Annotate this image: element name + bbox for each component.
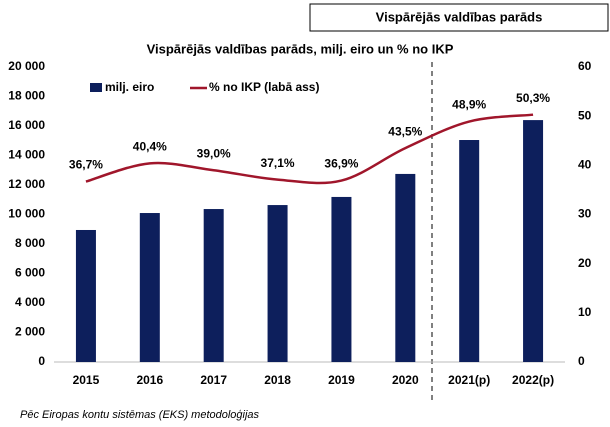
bar bbox=[139, 213, 160, 362]
legend-label: milj. eiro bbox=[105, 80, 154, 94]
value-label: 40,4% bbox=[133, 140, 167, 154]
bar bbox=[203, 209, 224, 362]
x-tick-label: 2016 bbox=[136, 373, 163, 387]
value-label: 43,5% bbox=[388, 124, 422, 138]
legend-swatch bbox=[90, 83, 102, 92]
footnote: Pēc Eiropas kontu sistēmas (EKS) metodol… bbox=[20, 408, 260, 421]
bar bbox=[267, 205, 288, 362]
x-tick-label: 2015 bbox=[73, 373, 100, 387]
chart-title: Vispārējās valdības parāds, milj. eiro u… bbox=[147, 41, 454, 56]
bar bbox=[459, 140, 480, 362]
y-tick-label: 10 000 bbox=[8, 207, 45, 221]
value-label: 37,1% bbox=[261, 156, 295, 170]
y2-tick-label: 30 bbox=[578, 207, 592, 221]
value-label: 48,9% bbox=[452, 98, 486, 112]
y-tick-label: 2 000 bbox=[15, 325, 45, 339]
value-label: 36,7% bbox=[69, 158, 103, 172]
bar bbox=[75, 229, 96, 362]
y-tick-label: 4 000 bbox=[15, 295, 45, 309]
y2-tick-label: 10 bbox=[578, 305, 592, 319]
y2-tick-label: 0 bbox=[578, 354, 585, 368]
x-tick-label: 2017 bbox=[200, 373, 227, 387]
bar bbox=[395, 173, 416, 362]
value-label: 39,0% bbox=[197, 146, 231, 160]
y2-tick-label: 20 bbox=[578, 256, 592, 270]
x-tick-label: 2019 bbox=[328, 373, 355, 387]
x-tick-label: 2022(p) bbox=[512, 373, 554, 387]
header-box bbox=[309, 3, 609, 32]
value-label: 36,9% bbox=[324, 157, 358, 171]
line bbox=[85, 113, 534, 185]
y-tick-label: 14 000 bbox=[8, 148, 45, 162]
y-tick-label: 20 000 bbox=[8, 59, 45, 73]
header: Vispārējās valdības parāds bbox=[376, 9, 543, 24]
y-tick-label: 8 000 bbox=[15, 236, 45, 250]
bar bbox=[523, 120, 544, 362]
y2-tick-label: 60 bbox=[578, 59, 592, 73]
y2-tick-label: 40 bbox=[578, 158, 592, 172]
y-tick-label: 6 000 bbox=[15, 266, 45, 280]
x-tick-label: 2021(p) bbox=[448, 373, 490, 387]
value-label: 50,3% bbox=[516, 91, 550, 105]
y-tick-label: 16 000 bbox=[8, 118, 45, 132]
x-tick-label: 2018 bbox=[264, 373, 291, 387]
y-tick-label: 18 000 bbox=[8, 89, 45, 103]
x-tick-label: 2020 bbox=[392, 373, 419, 387]
y-tick-label: 12 000 bbox=[8, 177, 45, 191]
legend-label: % no IKP (labā ass) bbox=[209, 80, 319, 94]
y-tick-label: 0 bbox=[38, 354, 45, 368]
bar bbox=[331, 196, 352, 362]
y2-tick-label: 50 bbox=[578, 108, 592, 122]
